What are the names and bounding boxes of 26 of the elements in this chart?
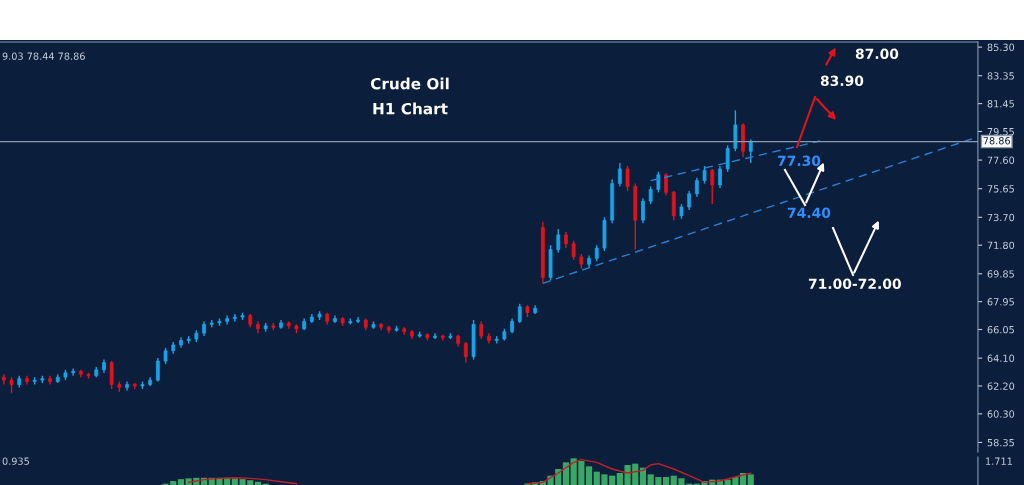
y-tick-label: 60.30 (987, 410, 1015, 418)
y-tick-label: 66.05 (987, 325, 1014, 334)
y-tick-label: 75.65 (987, 185, 1014, 193)
annotation: 74.40 (787, 207, 831, 219)
y-tick-label: 62.20 (987, 382, 1015, 390)
annotation: 87.00 (855, 48, 899, 60)
y-tick-label: 67.95 (987, 298, 1014, 306)
y-tick-label: 85.30 (987, 43, 1015, 51)
text: Crude Oil (370, 77, 449, 90)
y-tick-label: 58.35 (987, 438, 1014, 447)
text: H1 Chart (373, 102, 448, 115)
y-tick-label: 83.35 (987, 72, 1014, 80)
ref-line-label: 78.86 (983, 137, 1011, 145)
y-tick-label: 73.70 (987, 213, 1015, 222)
y-tick-label: 69.85 (987, 270, 1014, 278)
annotation: 77.30 (777, 155, 821, 167)
annotation: 9.03 78.44 78.86 (2, 52, 85, 60)
y-tick-label: 77.60 (987, 156, 1015, 164)
annotation: 0.935 (2, 457, 29, 465)
y-tick-label: 64.10 (987, 354, 1015, 362)
y-tick-label: 71.80 (987, 241, 1015, 249)
annotation: 83.90 (820, 75, 864, 87)
y-tick-label: 81.45 (987, 100, 1014, 108)
text: 1.711 (986, 457, 1012, 465)
annotation: 71.00-72.00 (808, 278, 901, 290)
y-tick-label: 79.55 (987, 127, 1014, 136)
